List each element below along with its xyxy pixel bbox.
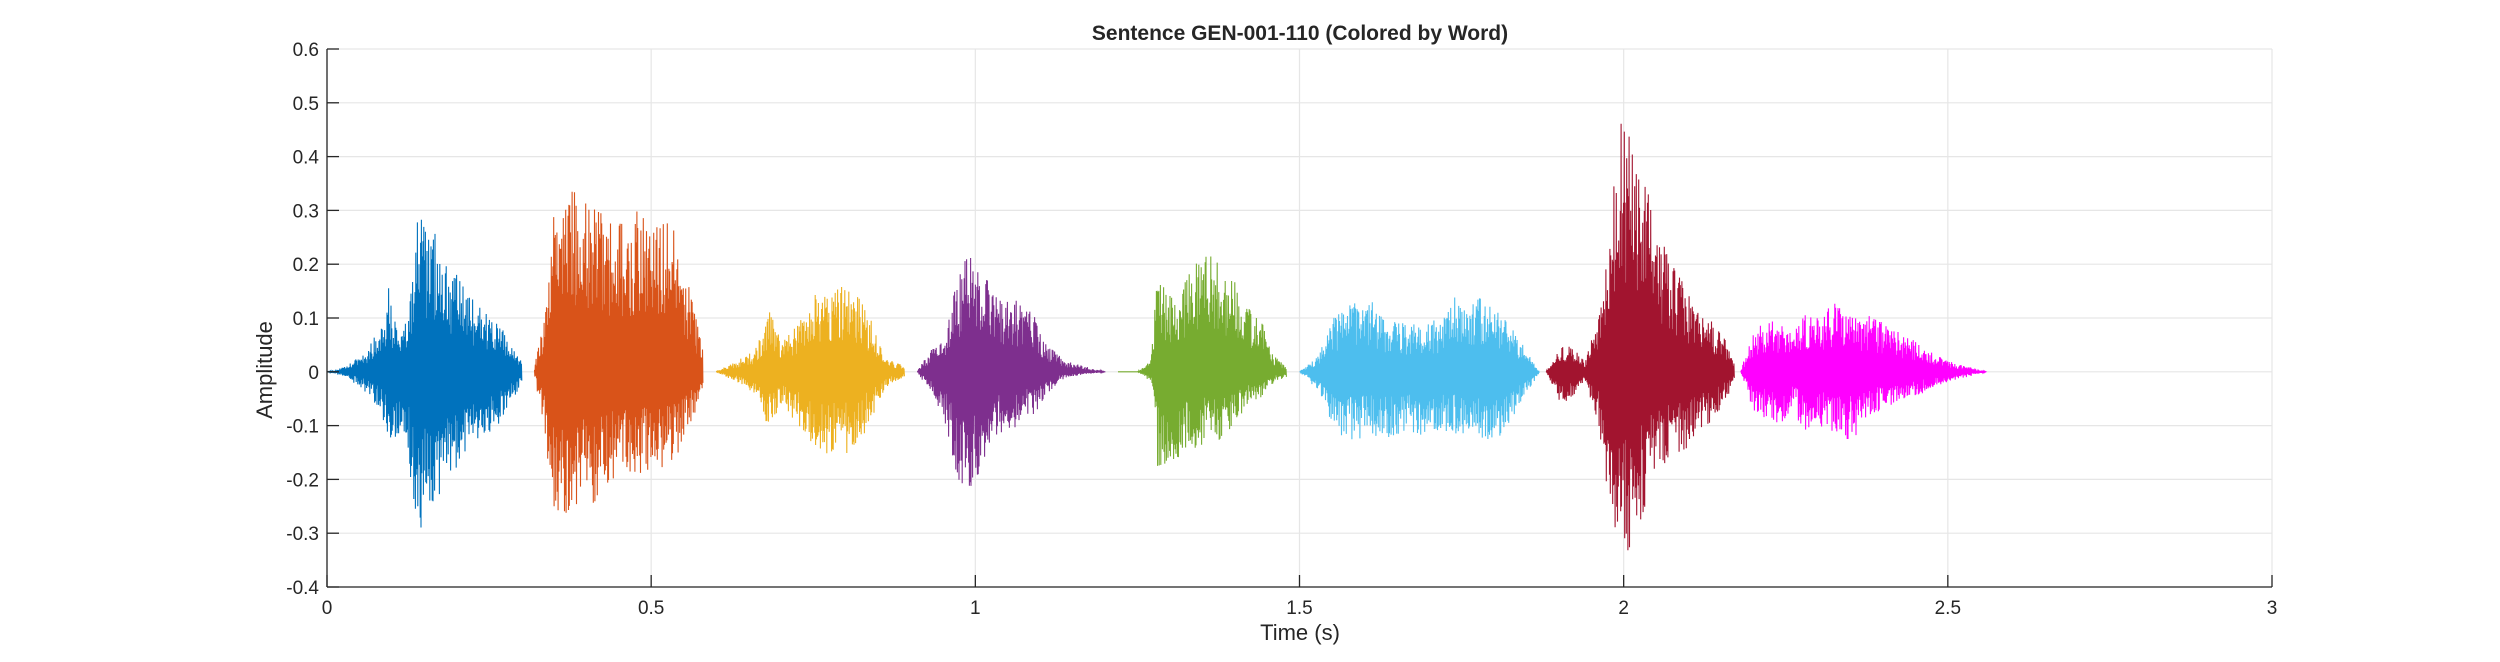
y-tick-label: 0.6 <box>293 40 319 61</box>
y-tick-label: -0.4 <box>286 578 319 599</box>
y-axis-label: Amplitude <box>252 321 277 419</box>
waveform-segment-5 <box>1118 256 1287 466</box>
waveform-segment-1 <box>327 219 523 528</box>
x-tick-label: 3 <box>2267 598 2278 619</box>
y-tick-label: -0.2 <box>286 470 319 491</box>
y-tick-label: -0.3 <box>286 524 319 545</box>
x-axis-label: Time (s) <box>1260 620 1340 645</box>
y-tick-label: 0 <box>308 363 319 384</box>
y-tick-label: -0.1 <box>286 417 319 438</box>
plot-area <box>327 123 1987 551</box>
waveform-segment-6 <box>1299 297 1540 440</box>
x-tick-label: 2 <box>1618 598 1629 619</box>
waveform-segment-3 <box>716 286 905 454</box>
y-tick-label: 0.5 <box>293 94 319 115</box>
x-tick-label: 1 <box>970 598 981 619</box>
waveform-segment-2 <box>533 191 704 513</box>
chart-title: Sentence GEN-001-110 (Colored by Word) <box>1092 22 1508 45</box>
x-tick-label: 0 <box>322 598 333 619</box>
axes: 0 0.5 1 1.5 2 2.5 3 -0.4 -0.3 -0.2 -0.1 0 0.1 0.2 0.3 0… <box>286 40 2277 619</box>
waveform-segment-7 <box>1545 123 1735 551</box>
waveform-segment-4 <box>916 257 1106 486</box>
x-tick-label: 0.5 <box>638 598 664 619</box>
waveform-segment-8 <box>1740 303 1987 440</box>
x-tick-label: 2.5 <box>1935 598 1961 619</box>
y-tick-label: 0.2 <box>293 255 319 276</box>
y-tick-label: 0.1 <box>293 309 319 330</box>
y-tick-label: 0.4 <box>293 148 320 169</box>
x-tick-label: 1.5 <box>1286 598 1312 619</box>
y-tick-label: 0.3 <box>293 201 319 222</box>
